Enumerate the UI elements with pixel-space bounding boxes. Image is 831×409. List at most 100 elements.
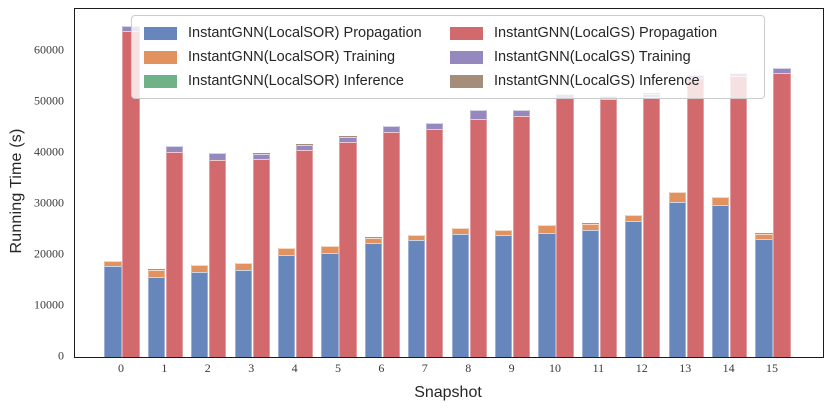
- y-tick-label: 20000: [34, 246, 64, 261]
- y-axis-title: Running Time (s): [8, 128, 25, 254]
- legend-swatch-icon: [450, 26, 483, 40]
- bar-segment: [277, 254, 296, 357]
- bar-segment: [165, 146, 184, 152]
- legend-swatch-icon: [450, 50, 483, 64]
- bar-stack-localgs-snapshot-10: [556, 93, 574, 357]
- bar-stack-localsor-snapshot-12: [625, 215, 643, 357]
- bar-stack-localsor-snapshot-14: [711, 196, 730, 357]
- x-tick-label: 10: [549, 361, 561, 375]
- bar-segment: [773, 67, 791, 74]
- x-tick-label: 7: [421, 361, 428, 375]
- bar-stack-localsor-snapshot-10: [538, 225, 556, 357]
- y-tick-label: 10000: [34, 297, 64, 312]
- bar-segment: [209, 153, 227, 161]
- bar-stack-localsor-snapshot-1: [147, 269, 165, 357]
- bar-stack-localgs-snapshot-8: [469, 110, 487, 357]
- x-tick-label: 4: [291, 361, 298, 375]
- bar-stack-localsor-snapshot-8: [451, 227, 469, 357]
- legend-label: InstantGNN(LocalSOR) Propagation: [188, 25, 422, 41]
- bar-segment: [513, 109, 531, 117]
- bar-stack-localsor-snapshot-6: [364, 237, 382, 357]
- bar-segment: [494, 230, 513, 236]
- bar-segment: [730, 76, 748, 357]
- legend-label: InstantGNN(LocalGS) Training: [494, 49, 691, 65]
- bar-stack-localgs-snapshot-1: [165, 145, 184, 357]
- legend-swatch-icon: [144, 26, 177, 40]
- bar-segment: [104, 261, 122, 267]
- bar-stack-localsor-snapshot-13: [668, 191, 686, 357]
- bar-stack-localsor-snapshot-15: [755, 233, 773, 357]
- bar-segment: [538, 225, 556, 233]
- bar-segment: [711, 197, 730, 206]
- y-tick-label: 50000: [34, 93, 64, 108]
- bar-segment: [513, 116, 531, 357]
- bar-stack-localgs-snapshot-7: [426, 122, 444, 357]
- bar-stack-localgs-snapshot-11: [599, 95, 618, 357]
- legend-item: InstantGNN(LocalGS) Inference: [450, 69, 756, 93]
- x-tick-label: 14: [722, 361, 735, 375]
- x-tick-label: 5: [335, 361, 341, 375]
- bar-segment: [625, 221, 643, 357]
- x-tick-label: 1: [161, 361, 168, 375]
- x-tick-label: 9: [508, 361, 515, 375]
- bar-stack-localgs-snapshot-9: [513, 109, 531, 357]
- x-tick-label: 2: [204, 361, 211, 375]
- bar-segment: [494, 235, 513, 357]
- bar-stack-localsor-snapshot-5: [321, 245, 339, 357]
- legend-label: InstantGNN(LocalSOR) Inference: [188, 73, 404, 89]
- bar-segment: [339, 136, 357, 142]
- bar-segment: [426, 128, 444, 357]
- legend-item: InstantGNN(LocalSOR) Propagation: [144, 21, 450, 45]
- x-tick-label: 13: [679, 361, 692, 375]
- x-tick-label: 12: [635, 361, 648, 375]
- legend-item: InstantGNN(LocalGS) Propagation: [450, 21, 756, 45]
- x-tick-label: 3: [248, 361, 255, 375]
- bar-stack-localsor-snapshot-0: [104, 260, 122, 357]
- x-axis-title: Snapshot: [414, 384, 482, 401]
- bar-segment: [686, 77, 704, 357]
- bar-stack-localgs-snapshot-15: [773, 67, 791, 357]
- bar-stack-localgs-snapshot-12: [643, 93, 661, 357]
- bar-stack-localgs-snapshot-13: [686, 74, 704, 357]
- legend-column-localgs: InstantGNN(LocalGS) Propagation InstantGN…: [450, 21, 756, 93]
- x-tick-label: 6: [378, 361, 385, 375]
- x-tick-label: 0: [118, 361, 124, 375]
- bar-segment: [339, 141, 357, 357]
- bar-segment: [711, 205, 730, 357]
- legend-item: InstantGNN(LocalGS) Training: [450, 45, 756, 69]
- bar-segment: [191, 272, 209, 357]
- bar-segment: [538, 232, 556, 357]
- y-tick-label: 60000: [34, 42, 64, 57]
- bar-segment: [426, 123, 444, 129]
- bar-segment: [252, 153, 270, 160]
- bar-segment: [581, 230, 599, 357]
- bar-stack-localsor-snapshot-11: [581, 223, 599, 357]
- bar-segment: [147, 269, 165, 277]
- x-tick-label: 11: [592, 361, 605, 375]
- bar-stack-localgs-snapshot-3: [252, 153, 270, 357]
- legend-label: InstantGNN(LocalGS) Propagation: [494, 25, 718, 41]
- bar-stack-localgs-snapshot-5: [339, 136, 357, 357]
- bar-segment: [451, 233, 469, 357]
- bar-segment: [643, 97, 661, 357]
- bar-segment: [755, 239, 773, 357]
- bar-segment: [296, 150, 314, 357]
- bar-segment: [191, 265, 209, 273]
- bar-segment: [773, 73, 791, 357]
- legend: InstantGNN(LocalSOR) Propagation InstantG…: [131, 15, 765, 99]
- bar-segment: [451, 228, 469, 234]
- bar-segment: [469, 118, 487, 357]
- bar-stack-localgs-snapshot-4: [296, 144, 314, 357]
- legend-column-localsor: InstantGNN(LocalSOR) Propagation InstantG…: [144, 21, 450, 93]
- bar-segment: [321, 252, 339, 357]
- legend-item: InstantGNN(LocalSOR) Training: [144, 45, 450, 69]
- bar-stack-localsor-snapshot-3: [234, 262, 252, 357]
- y-tick-label: 40000: [34, 144, 64, 159]
- bar-segment: [104, 266, 122, 357]
- bar-stack-localsor-snapshot-4: [277, 247, 296, 357]
- bar-stack-localsor-snapshot-7: [408, 235, 426, 357]
- bar-segment: [469, 110, 487, 119]
- bar-segment: [382, 126, 401, 133]
- bar-segment: [364, 237, 382, 243]
